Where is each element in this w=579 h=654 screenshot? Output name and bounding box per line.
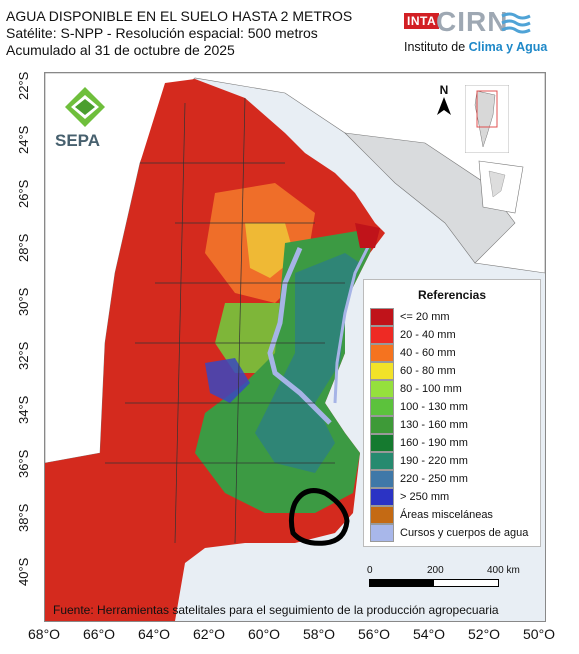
longitude-label: 64°O xyxy=(138,626,171,642)
north-arrow-icon xyxy=(437,97,451,115)
longitude-label: 62°O xyxy=(193,626,226,642)
longitude-label: 52°O xyxy=(468,626,501,642)
latitude-label: 40°S xyxy=(16,557,31,586)
legend-label: Cursos y cuerpos de agua xyxy=(400,527,529,539)
legend-swatch xyxy=(370,344,394,362)
legend-item: Áreas misceláneas xyxy=(370,506,540,524)
legend-item: 80 - 100 mm xyxy=(370,380,540,398)
cirn-logo-text: CIRN xyxy=(436,6,509,37)
legend-swatch xyxy=(370,488,394,506)
sepa-leaf-icon xyxy=(65,87,105,127)
legend-title: Referencias xyxy=(417,288,487,302)
legend-label: 40 - 60 mm xyxy=(400,347,456,359)
longitude-label: 66°O xyxy=(83,626,116,642)
legend-swatch xyxy=(370,308,394,326)
map-subtitle-satellite: Satélite: S-NPP - Resolución espacial: 5… xyxy=(6,25,318,41)
legend-item: 20 - 40 mm xyxy=(370,326,540,344)
legend-label: Áreas misceláneas xyxy=(400,509,493,521)
legend-swatch xyxy=(370,398,394,416)
inset-locator-map xyxy=(465,85,509,153)
longitude-label: 58°O xyxy=(303,626,336,642)
legend-label: > 250 mm xyxy=(400,491,450,503)
uruguay-river xyxy=(333,232,377,404)
province-borders xyxy=(105,97,345,544)
legend-item: 190 - 220 mm xyxy=(370,452,540,470)
moisture-zone-60-80 xyxy=(245,223,295,278)
latitude-label: 28°S xyxy=(16,233,31,262)
legend-label: 100 - 130 mm xyxy=(400,401,468,413)
institute-highlight: Clima y Agua xyxy=(468,40,548,54)
scale-label-0: 0 xyxy=(367,565,373,576)
legend-swatch xyxy=(370,326,394,344)
scale-label-400: 400 km xyxy=(487,565,520,576)
legend-item: 40 - 60 mm xyxy=(370,344,540,362)
longitude-label: 60°O xyxy=(248,626,281,642)
legend-item: 160 - 190 mm xyxy=(370,434,540,452)
legend-swatch xyxy=(370,506,394,524)
legend-item: <= 20 mm xyxy=(370,308,540,326)
latitude-label: 38°S xyxy=(16,503,31,532)
legend-label: 130 - 160 mm xyxy=(400,419,468,431)
misiones-province xyxy=(355,223,380,248)
legend-label: <= 20 mm xyxy=(400,311,450,323)
legend-swatch xyxy=(370,452,394,470)
institute-prefix: Instituto de xyxy=(404,40,469,54)
legend-label: 190 - 220 mm xyxy=(400,455,468,467)
legend-swatch xyxy=(370,434,394,452)
legend-item: 60 - 80 mm xyxy=(370,362,540,380)
sepa-logo-text: SEPA xyxy=(55,131,101,150)
scale-label-200: 200 xyxy=(427,565,444,576)
legend-items: <= 20 mm 20 - 40 mm 40 - 60 mm 60 - 80 mm 80… xyxy=(364,308,540,542)
legend-swatch xyxy=(370,416,394,434)
legend-label: 160 - 190 mm xyxy=(400,437,468,449)
map-title: AGUA DISPONIBLE EN EL SUELO HASTA 2 METR… xyxy=(6,8,353,24)
latitude-label: 32°S xyxy=(16,341,31,370)
waves-icon xyxy=(501,12,531,34)
scale-segment-1 xyxy=(369,579,435,587)
legend-label: 20 - 40 mm xyxy=(400,329,456,341)
inta-logo: INTA xyxy=(404,12,440,30)
institute-name: Instituto de Clima y Agua xyxy=(404,40,547,54)
longitude-label: 56°O xyxy=(358,626,391,642)
longitude-label: 54°O xyxy=(413,626,446,642)
map-title-block: AGUA DISPONIBLE EN EL SUELO HASTA 2 METR… xyxy=(6,8,366,59)
legend-item: Cursos y cuerpos de agua xyxy=(370,524,540,542)
inset-antarctic-map xyxy=(478,160,524,214)
north-arrow: N xyxy=(437,83,451,115)
legend-item: 100 - 130 mm xyxy=(370,398,540,416)
very-humid-region xyxy=(255,253,360,473)
inta-logo-text: INTA xyxy=(404,13,440,29)
legend-label: 220 - 250 mm xyxy=(400,473,468,485)
legend-swatch xyxy=(370,470,394,488)
map-legend: Referencias <= 20 mm 20 - 40 mm 40 - 60 mm… xyxy=(363,279,541,547)
north-arrow-label: N xyxy=(439,83,449,97)
legend-label: 60 - 80 mm xyxy=(400,365,456,377)
longitude-label: 68°O xyxy=(28,626,61,642)
legend-swatch xyxy=(370,380,394,398)
legend-swatch xyxy=(370,524,394,542)
legend-item: > 250 mm xyxy=(370,488,540,506)
latitude-label: 34°S xyxy=(16,395,31,424)
legend-swatch xyxy=(370,362,394,380)
highlight-circle xyxy=(288,488,350,546)
neighbor-country-grey xyxy=(344,132,516,264)
latitude-label: 36°S xyxy=(16,449,31,478)
map-subtitle-date: Acumulado al 31 de octubre de 2025 xyxy=(6,42,235,58)
latitude-label: 22°S xyxy=(16,71,31,100)
map-frame: SEPA N Referencias <= 20 mm 20 - 40 mm 40 … xyxy=(44,72,546,622)
latitude-label: 30°S xyxy=(16,287,31,316)
legend-item: 130 - 160 mm xyxy=(370,416,540,434)
latitude-label: 24°S xyxy=(16,125,31,154)
longitude-label: 50°O xyxy=(523,626,556,642)
source-note: Fuente: Herramientas satelitales para el… xyxy=(53,603,499,617)
latitude-label: 26°S xyxy=(16,179,31,208)
legend-label: 80 - 100 mm xyxy=(400,383,462,395)
scale-segment-2 xyxy=(433,579,499,587)
legend-item: 220 - 250 mm xyxy=(370,470,540,488)
